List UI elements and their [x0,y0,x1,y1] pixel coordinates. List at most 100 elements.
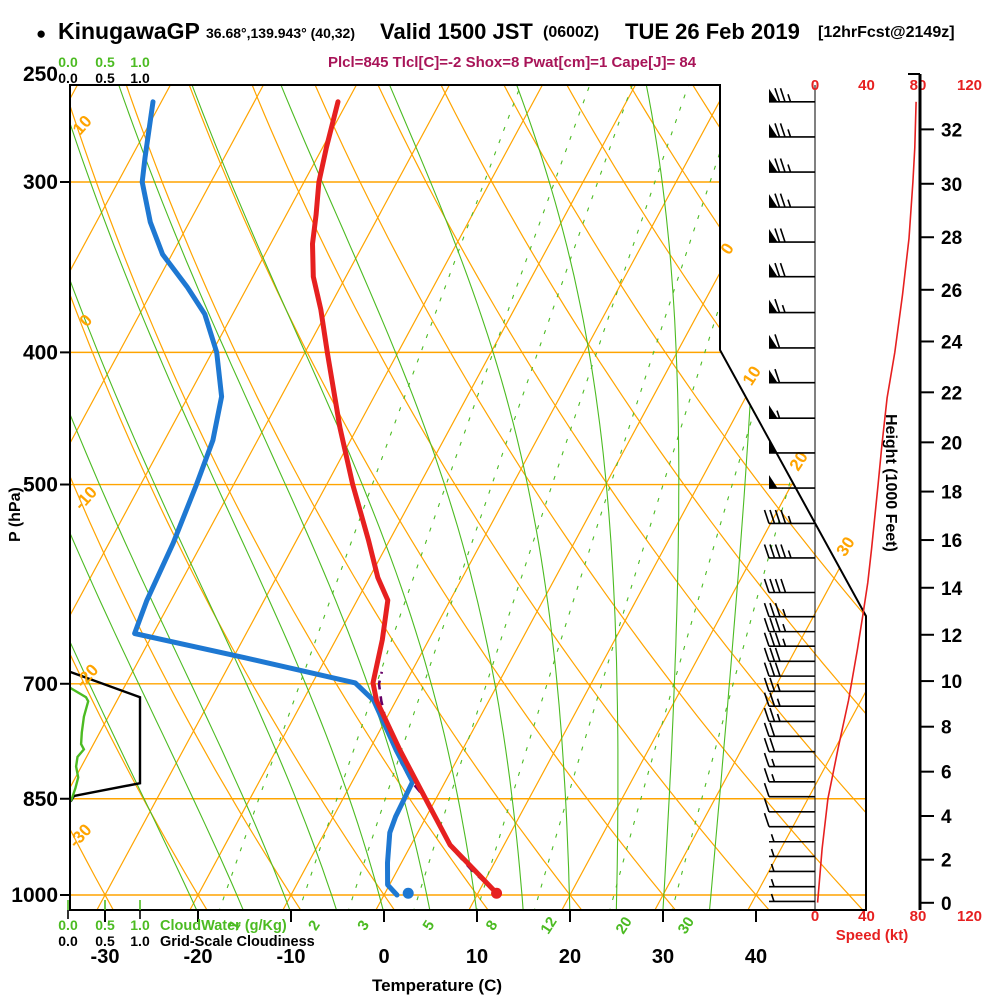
temperature-tick-label: -30 [91,946,120,968]
temperature-tick-label: -20 [184,946,213,968]
moist-adiabat-line [70,85,245,910]
moist-adiabat-line [70,85,338,910]
mixing-ratio-label: 2 [305,917,324,933]
wind-barb [763,707,815,723]
mixing-ratio-line [608,85,857,910]
speed-tick-label-top: 0 [811,77,819,94]
wind-barb [763,544,815,559]
station-bullet-icon: ● [36,24,47,43]
cloudiness-scale-bottom-label: 0.5 [95,933,115,949]
moist-adiabat-line [708,85,760,910]
isotherm-line [654,85,866,910]
mixing-ratio-label: 8 [483,917,502,933]
height-tick-label: 16 [941,531,962,552]
mixing-ratio-line [533,85,793,910]
dry-adiabat-line [499,85,866,910]
valid-time-utc: (0600Z) [543,24,600,41]
height-tick-label: 12 [941,626,962,647]
isotherm-label: 30 [833,533,859,559]
mixing-ratio-line [217,85,522,910]
wind-barb [769,298,815,314]
valid-date: TUE 26 Feb 2019 [625,19,800,44]
parcel-path-curve [377,671,498,895]
speed-tick-label-bottom: 120 [957,908,982,925]
pressure-tick-label: 250 [23,63,58,86]
wind-barb [769,158,815,173]
wind-barb [763,602,815,618]
height-tick-label: 24 [941,332,963,353]
height-tick-label: 22 [941,383,962,404]
mixing-ratio-label: 12 [537,914,560,937]
pressure-axis-title: P (hPa) [7,487,24,542]
height-tick-label: 28 [941,228,962,249]
wind-barb [763,752,815,768]
wind-barb [769,863,815,873]
station-coordinates: 36.68°,139.943° (40,32) [206,25,355,41]
wind-barb [763,768,815,783]
temperature-tick-label: 30 [652,946,674,968]
temperature-tick-label: 10 [466,946,488,968]
cloudwater-scale-bottom-label: 0.5 [95,917,115,933]
surface-temperature-dot [491,887,503,899]
sounding-curves [132,99,503,899]
wind-barb [769,368,815,384]
cloudiness-scale-top-label: 0.0 [58,70,78,86]
pressure-tick-label: 500 [23,474,58,497]
wind-barb [769,334,815,349]
height-tick-label: 0 [941,894,952,915]
wind-barb [763,722,815,738]
wind-barb [769,848,815,858]
wind-barb [769,262,815,278]
pressure-tick-label: 300 [23,171,58,194]
pressure-tick-label: 400 [23,341,58,364]
height-tick-label: 20 [941,433,962,454]
mixing-ratio-line [412,85,690,910]
wind-barb [763,737,815,753]
height-tick-label: 30 [941,175,962,196]
dry-adiabat-line [70,85,397,910]
header: ● KinugawaGP 36.68°,139.943° (40,32) Val… [0,0,1000,84]
height-tick-label: 18 [941,483,962,504]
wind-barb [769,405,815,419]
wind-speed-curve [816,101,917,903]
mixing-ratio-line [347,85,634,910]
height-tick-label: 32 [941,120,962,141]
pressure-tick-label: 700 [23,673,58,696]
speed-tick-label-bottom: 80 [910,908,927,925]
dry-adiabat-line [70,85,491,910]
cloudiness-scale-bottom-label: 1.0 [130,933,150,949]
isotherm-line [747,85,866,910]
temperature-curve [310,99,500,896]
isotherm-line [561,85,866,910]
isotherm-line [96,85,543,910]
dry-adiabat-line [311,85,866,910]
wind-barb [763,798,815,813]
cloudwater-axis-title: CloudWater (g/Kg) [160,918,287,934]
dry-adiabat-line [750,85,866,910]
dry-adiabat-line [624,85,866,910]
temperature-tick-label: -10 [277,946,306,968]
cloudiness-axis-title: Grid-Scale Cloudiness [160,934,315,950]
height-tick-label: 6 [941,763,952,784]
height-tick-label: 8 [941,718,952,739]
mixing-ratio-line [670,85,866,910]
isotherm-line [70,85,357,910]
speed-tick-label-bottom: 40 [858,908,875,925]
wind-barb [769,893,815,903]
moist-adiabat-line [273,85,524,910]
speed-tick-label-top: 80 [910,77,927,94]
wind-barb [763,632,815,648]
wind-barb [763,509,815,525]
surface-dewpoint-dot [402,887,414,899]
wind-barb [763,677,815,693]
mixing-ratio-line [297,85,591,910]
moist-adiabat-line [642,85,680,910]
height-tick-label: 14 [941,579,963,600]
cloudwater-scale-top-label: 1.0 [130,54,150,70]
wind-barb [763,692,815,707]
wind-barb [769,228,815,243]
moist-adiabat-line [70,85,292,910]
dry-adiabat-line [123,85,585,910]
